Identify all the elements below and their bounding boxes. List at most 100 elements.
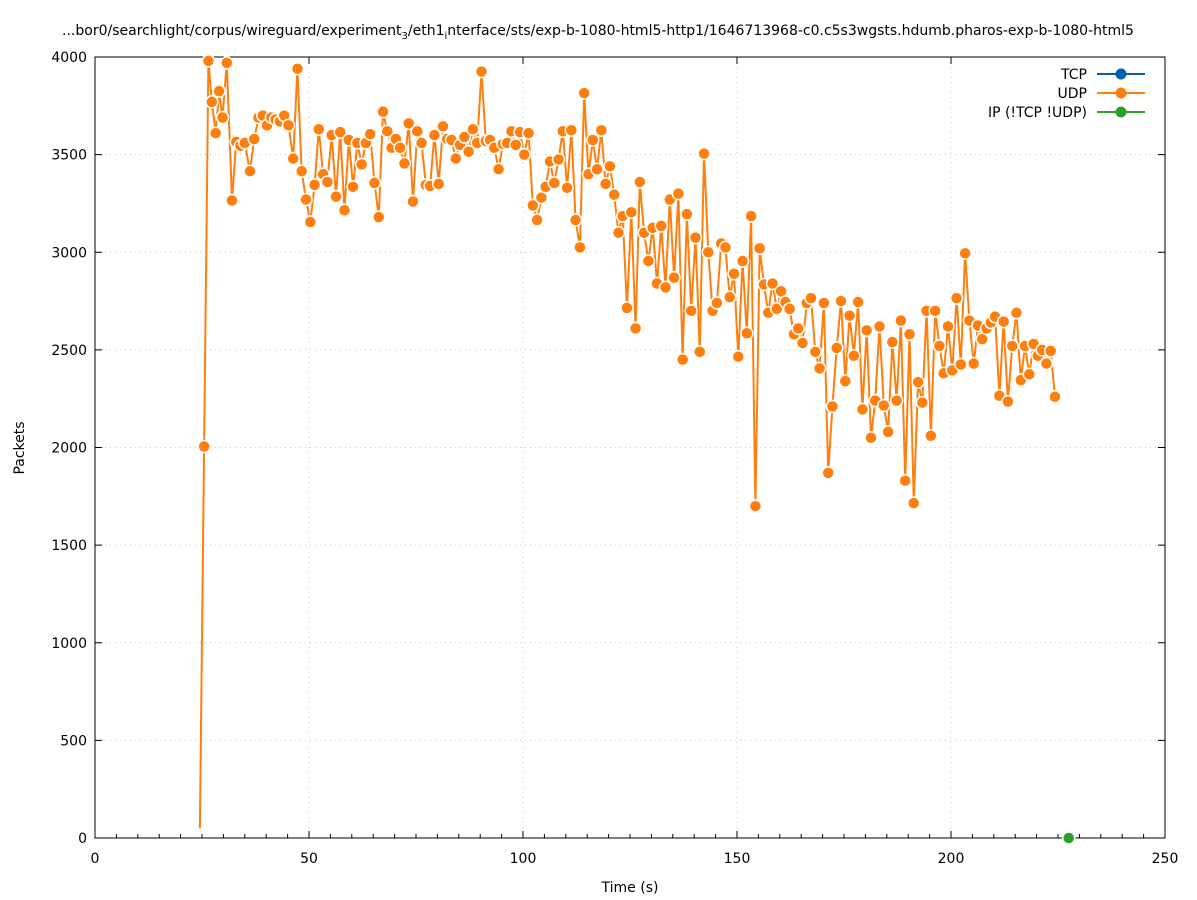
data-point	[915, 395, 930, 410]
x-tick-label: 0	[91, 851, 100, 867]
data-point	[620, 301, 634, 315]
data-point	[397, 156, 412, 171]
data-point	[718, 240, 733, 255]
data-point	[911, 375, 925, 389]
data-point	[457, 130, 472, 144]
y-tick-label: 3000	[51, 245, 87, 261]
data-point	[436, 119, 450, 134]
legend: TCP UDP IP (!TCP !UDP)	[988, 67, 1145, 121]
data-point	[243, 164, 257, 178]
y-tick-label: 500	[60, 733, 87, 749]
data-point	[641, 254, 656, 268]
data-point	[363, 127, 377, 141]
data-point	[928, 304, 942, 318]
data-point	[1039, 356, 1054, 371]
data-point	[598, 177, 613, 191]
data-point	[247, 132, 261, 146]
data-point	[859, 323, 874, 338]
x-tick-label: 200	[938, 851, 965, 867]
data-point	[346, 180, 360, 194]
data-point	[491, 162, 506, 177]
data-point	[765, 276, 780, 291]
data-point	[201, 54, 216, 68]
data-point	[907, 496, 921, 510]
data-point	[197, 439, 211, 454]
data-point	[427, 128, 442, 142]
data-point	[1048, 389, 1062, 404]
data-point	[842, 308, 857, 323]
data-point	[603, 159, 617, 174]
data-point	[333, 125, 347, 139]
data-point	[329, 189, 343, 204]
data-point	[354, 157, 369, 172]
data-point	[782, 302, 797, 316]
data-point	[633, 175, 647, 189]
chart-title-sub2: i	[445, 31, 448, 42]
data-point	[821, 466, 835, 480]
data-point	[684, 304, 698, 318]
data-point	[393, 141, 407, 155]
data-point	[752, 241, 767, 256]
data-point	[1005, 339, 1019, 353]
data-point	[949, 291, 964, 305]
data-point	[286, 151, 300, 166]
data-point	[877, 398, 891, 413]
data-point	[898, 473, 912, 488]
data-point	[607, 187, 621, 202]
x-tick-label: 50	[300, 851, 318, 867]
data-point	[564, 123, 579, 137]
y-tick-label: 4000	[51, 50, 87, 66]
data-point	[547, 176, 561, 190]
chart-title-part1: ...bor0/searchlight/corpus/wireguard/exp…	[62, 23, 402, 39]
data-point	[812, 361, 827, 376]
data-point	[307, 178, 322, 192]
data-point	[320, 175, 335, 189]
data-point	[701, 245, 716, 259]
y-tick-label: 1000	[51, 636, 87, 652]
data-point	[697, 146, 711, 161]
data-point	[372, 210, 386, 224]
legend-marker	[1115, 68, 1127, 80]
data-point	[748, 499, 763, 513]
data-point	[808, 345, 823, 359]
x-tick-label: 100	[510, 851, 537, 867]
data-point	[530, 213, 544, 227]
data-point	[667, 270, 681, 285]
data-point	[449, 151, 463, 166]
data-point	[1009, 306, 1024, 320]
data-point	[367, 176, 382, 190]
y-tick-label: 0	[78, 831, 87, 847]
series-layer	[197, 54, 1076, 845]
data-point	[735, 254, 750, 268]
data-point	[855, 402, 870, 417]
data-point	[902, 327, 917, 342]
x-tick-label: 150	[724, 851, 751, 867]
data-point	[337, 203, 352, 218]
data-point	[568, 213, 583, 227]
data-point	[466, 122, 480, 136]
data-point	[864, 430, 878, 445]
data-point	[431, 177, 446, 191]
data-point	[208, 126, 223, 140]
data-point	[290, 61, 305, 76]
data-point	[474, 64, 489, 79]
data-point	[680, 207, 694, 221]
data-point	[401, 116, 416, 131]
data-point	[881, 425, 895, 439]
data-point	[795, 336, 810, 350]
data-point	[885, 335, 900, 349]
data-point	[941, 319, 955, 334]
data-point	[303, 215, 318, 229]
data-point	[586, 133, 600, 147]
chart-title-sub1: 3	[402, 31, 408, 42]
legend-label: UDP	[1058, 86, 1087, 102]
data-point	[406, 194, 420, 209]
data-point	[889, 393, 904, 408]
data-point	[225, 193, 239, 208]
data-point	[744, 209, 758, 223]
data-point	[932, 339, 947, 353]
legend-marker	[1115, 106, 1127, 118]
data-point	[1061, 831, 1076, 845]
data-point	[804, 291, 818, 305]
